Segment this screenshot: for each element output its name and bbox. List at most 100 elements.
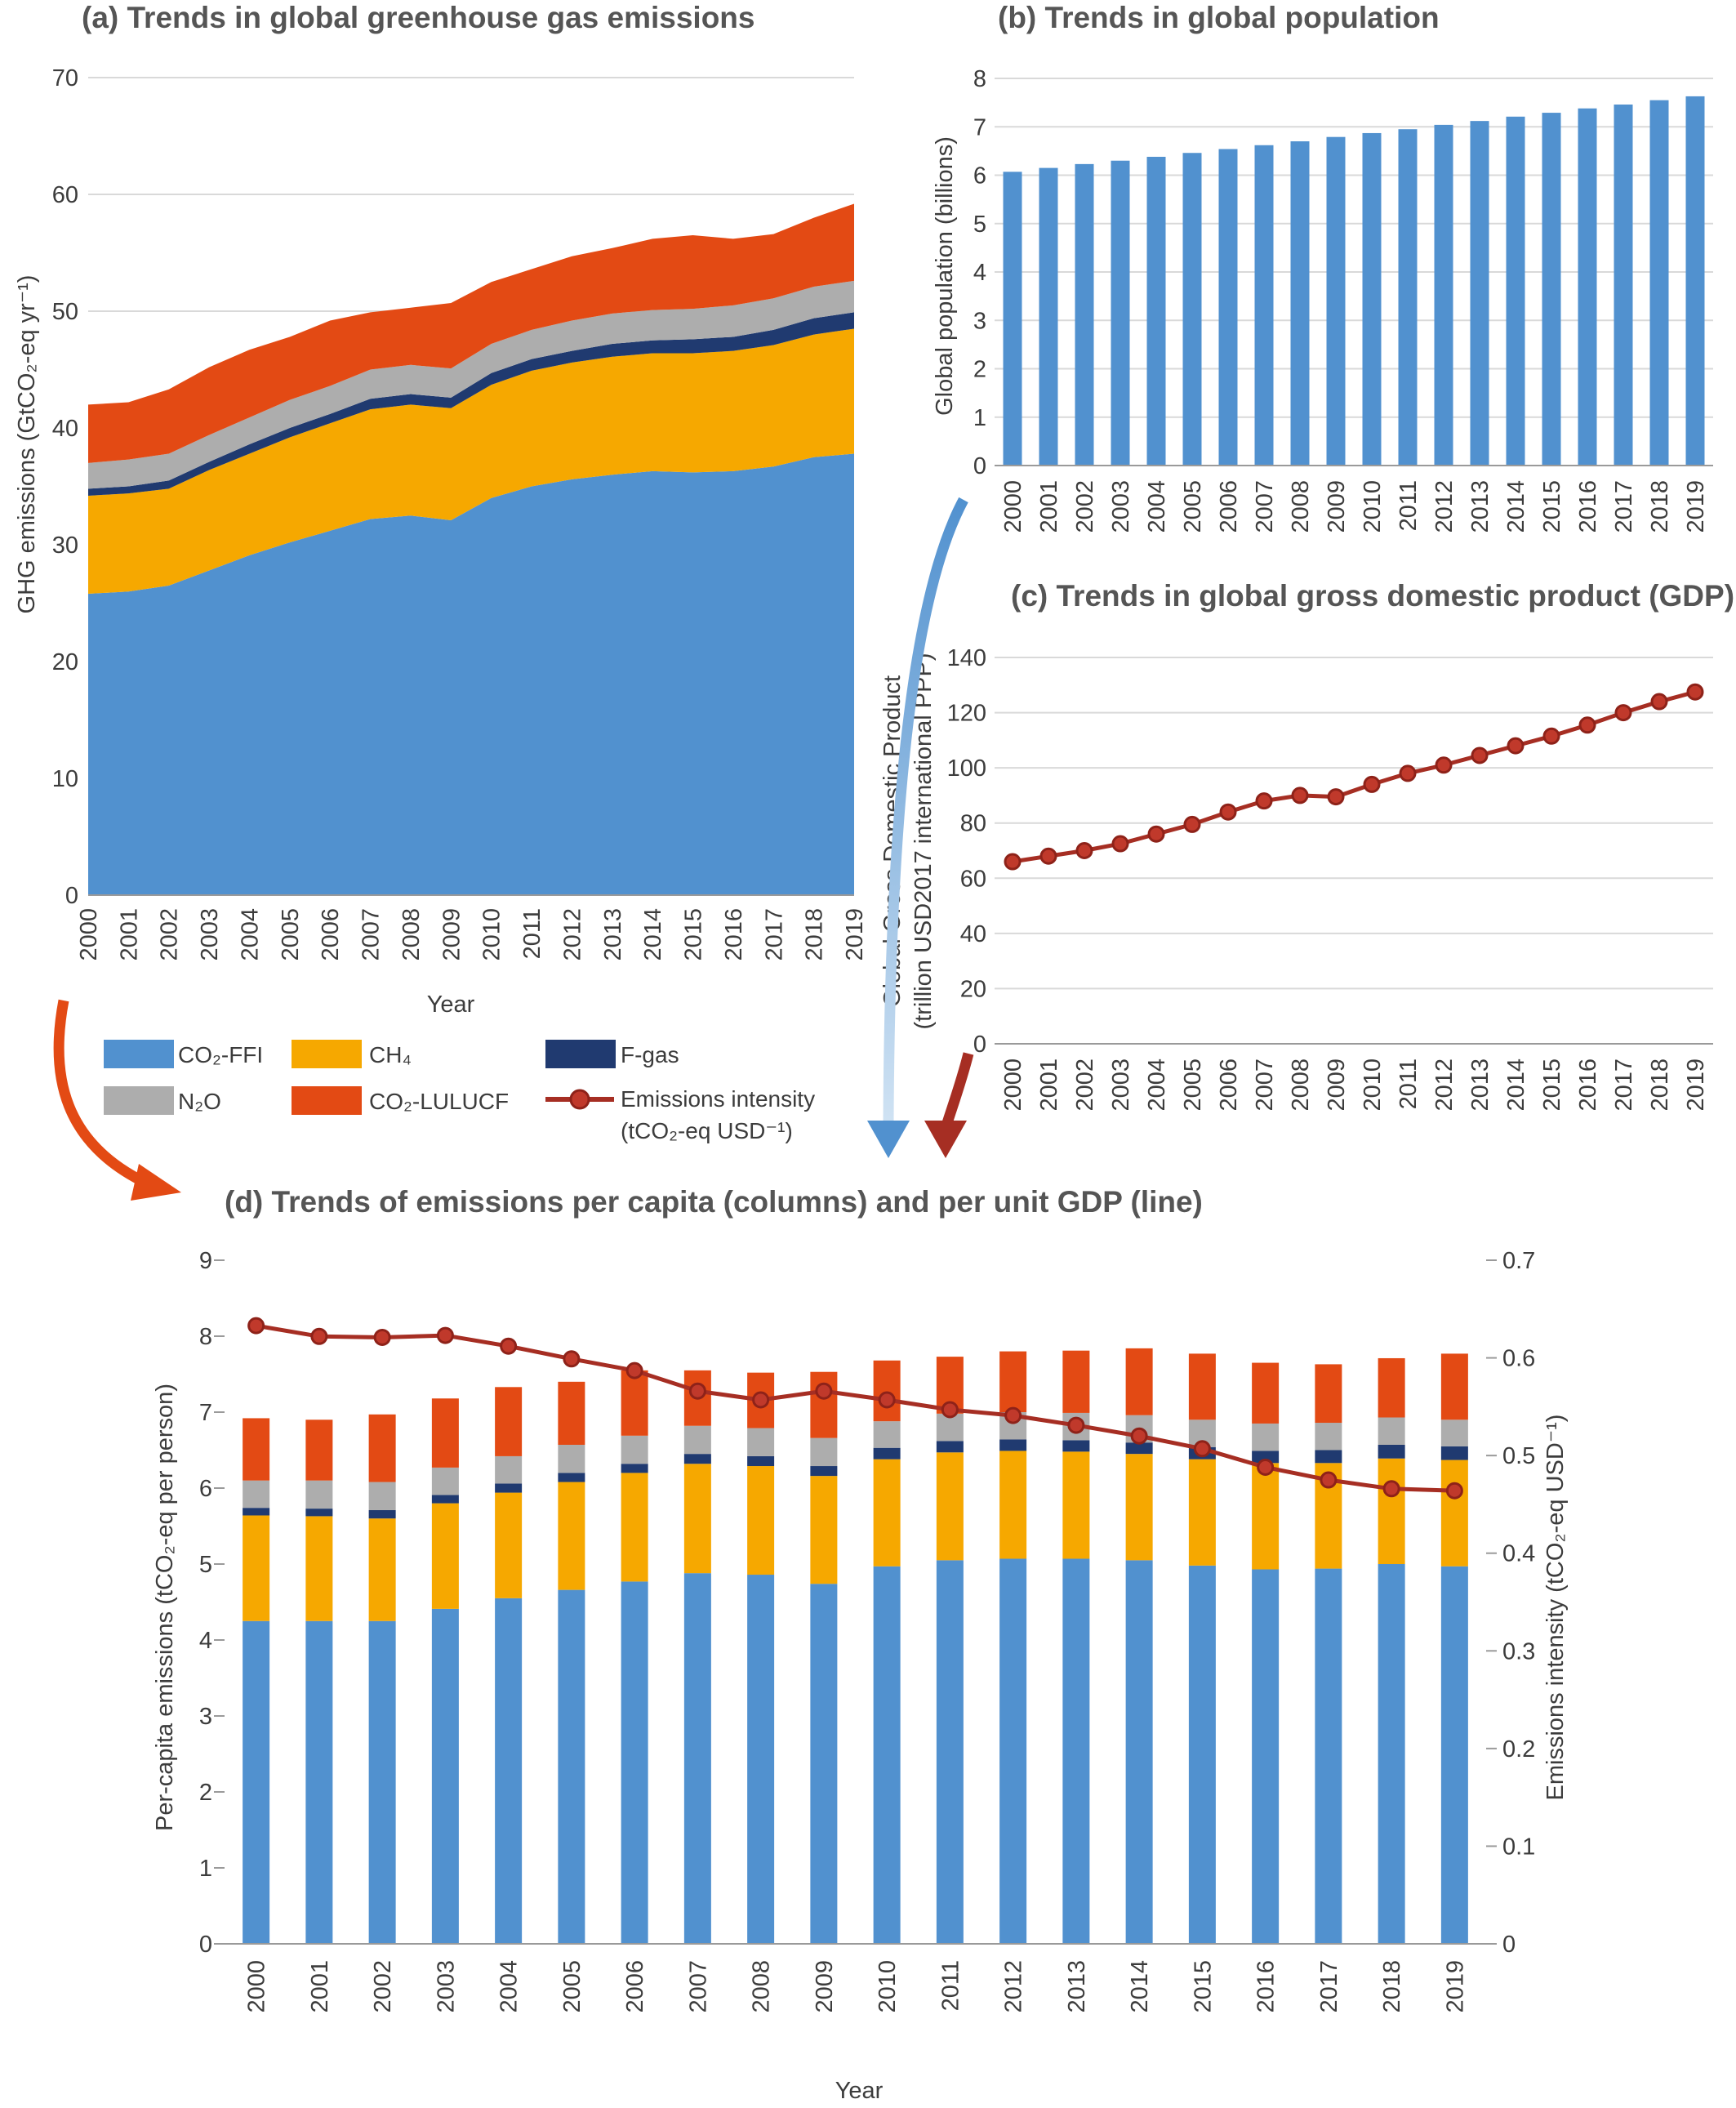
panel-d-bar-co2_ffi — [431, 1608, 459, 1944]
panel-c-xtick-label: 2012 — [1431, 1058, 1458, 1112]
panel-d-bar-co2_ffi — [747, 1575, 775, 1944]
panel-d-bar-ch4 — [431, 1503, 459, 1609]
legend-label-lulucf: CO₂-LULUCF — [369, 1089, 509, 1114]
panel-d-xtick-label: 2018 — [1379, 1960, 1405, 2013]
panel-b-xtick-label: 2018 — [1647, 480, 1673, 533]
panel-a-area-ch4 — [88, 328, 854, 595]
panel-d-bar-lulucf — [1315, 1364, 1342, 1424]
panel-b-ytick-label: 6 — [973, 163, 986, 189]
panel-c-ytick-label: 80 — [960, 811, 986, 837]
panel-d-bar-ch4 — [243, 1515, 270, 1621]
panel-d-bar-fgas — [683, 1454, 711, 1464]
panel-d-bar-co2_ffi — [810, 1584, 838, 1944]
panel-b-bar — [1254, 145, 1274, 466]
panel-c-line — [1012, 689, 1696, 864]
panel-b-bar — [1398, 129, 1418, 466]
panel-a-xtick-label: 2003 — [197, 908, 223, 961]
legend-swatch-fgas — [545, 1040, 616, 1068]
panel-d-bar-fgas — [431, 1495, 459, 1504]
panel-d-bar-n2o — [747, 1428, 775, 1456]
panel-c-xtick-label: 2009 — [1324, 1058, 1350, 1112]
panel-a-xtick-label: 2011 — [519, 908, 545, 959]
panel-d-bar-lulucf — [368, 1414, 396, 1482]
panel-d-bar-n2o — [621, 1435, 648, 1464]
panel-d-xtick-label: 2014 — [1127, 1960, 1153, 2013]
panel-c-point — [1075, 842, 1093, 859]
panel-b-xtick-label: 2016 — [1575, 480, 1601, 533]
panel-d-bar-n2o — [243, 1480, 270, 1509]
panel-d-ytick-label-right: 0.3 — [1502, 1638, 1535, 1665]
panel-d-ytick-label-right: 0.6 — [1502, 1346, 1535, 1372]
panel-d-bar-fgas — [999, 1439, 1027, 1451]
panel-d-ylabel-left: Per-capita emissions (tCO₂-eq per person… — [152, 1384, 178, 1831]
panel-a-ytick-label: 50 — [52, 299, 78, 325]
panel-b-bar — [1218, 149, 1238, 466]
panel-a-area-co2_ffi — [88, 453, 854, 895]
panel-c-chart: 0 20 40 60 80 100 120 140 2000 2001 2002 2003 2004 20… — [947, 645, 1713, 1112]
panel-d-ytick-label-left: 7 — [199, 1400, 212, 1426]
panel-c-point — [1650, 693, 1668, 711]
panel-c-point — [1578, 716, 1596, 734]
panel-d-ytick-label-right: 0.7 — [1502, 1248, 1535, 1274]
panel-d-bar-fgas — [368, 1509, 396, 1519]
panel-c-xtick-label: 2001 — [1036, 1058, 1062, 1112]
panel-d-intensity-point — [1320, 1471, 1338, 1489]
panel-a-xtick-label: 2015 — [681, 908, 707, 961]
panel-c-xtick-label: 2003 — [1108, 1058, 1134, 1112]
panel-d-xtick-label: 2007 — [685, 1960, 711, 2013]
panel-b-ytick-label: 0 — [973, 453, 986, 479]
panel-b-xtick-label: 2015 — [1539, 480, 1565, 533]
panel-d-bar-co2_ffi — [1440, 1566, 1468, 1944]
panel-d-xtick-label: 2009 — [812, 1960, 838, 2013]
panel-b-xtick-label: 2012 — [1431, 480, 1458, 533]
panel-c-point — [1507, 737, 1525, 755]
panel-d-bar-ch4 — [1188, 1459, 1216, 1566]
panel-d-bar-fgas — [1252, 1451, 1280, 1464]
arrow-c-to-d-head — [924, 1121, 967, 1158]
panel-d-ytick-label-right: 0 — [1502, 1932, 1516, 1958]
panel-d-bar-fgas — [558, 1473, 585, 1482]
panel-b-bar — [1685, 96, 1705, 466]
panel-d-bar-lulucf — [243, 1418, 270, 1481]
legend-label-co2-ffi: CO₂-FFI — [178, 1042, 263, 1067]
panel-b-xtick-label: 2007 — [1252, 480, 1278, 533]
panel-d-ytick-label-left: 1 — [199, 1856, 212, 1882]
panel-b-xtick-label: 2017 — [1611, 480, 1637, 533]
panel-d-bar-fgas — [936, 1441, 964, 1453]
panel-a-xtick-label: 2014 — [640, 908, 666, 961]
panel-c-point — [1363, 775, 1381, 793]
panel-d-bar-co2_ffi — [368, 1620, 396, 1944]
panel-d-bar-co2_ffi — [1062, 1558, 1090, 1944]
panel-b-title: (b) Trends in global population — [998, 1, 1440, 34]
panel-d-bar-n2o — [1252, 1423, 1280, 1451]
panel-d-bar-ch4 — [683, 1464, 711, 1574]
panel-c-point — [1327, 788, 1345, 806]
panel-d-bar-fgas — [810, 1466, 838, 1477]
panel-d-bar-n2o — [431, 1467, 459, 1495]
panel-b-xtick-label: 2002 — [1072, 480, 1098, 533]
legend-label-intensity: Emissions intensity — [621, 1086, 815, 1112]
panel-d-xtick-label: 2008 — [749, 1960, 775, 2013]
panel-c-title: (c) Trends in global gross domestic prod… — [1011, 579, 1734, 613]
panel-c-point — [1183, 815, 1201, 833]
panel-d-bar-n2o — [558, 1444, 585, 1473]
panel-d-ytick-label-left: 4 — [199, 1628, 212, 1654]
panel-a-xtick-label: 2010 — [479, 908, 505, 961]
panel-b-bar — [1506, 116, 1525, 466]
panel-d-bar-lulucf — [1062, 1350, 1090, 1413]
legend-label-intensity-units: (tCO₂-eq USD⁻¹) — [621, 1118, 793, 1143]
panel-d-bar-co2_ffi — [243, 1620, 270, 1944]
panel-d-bar-n2o — [1378, 1417, 1405, 1445]
panel-d-chart: 0 1 2 3 4 5 6 7 8 9 0 0.1 0.2 0.3 0.4 0.5 0.6 0.7 2000 2001… — [199, 1248, 1535, 2013]
panel-c-xtick-label: 2018 — [1647, 1058, 1673, 1112]
panel-c-point — [1039, 847, 1057, 865]
panel-c-ytick-label: 60 — [960, 866, 986, 892]
panel-d-bar-n2o — [305, 1480, 333, 1509]
panel-b-ytick-label: 1 — [973, 405, 986, 431]
panel-b-bar — [1542, 113, 1561, 466]
panel-a-ytick-label: 10 — [52, 766, 78, 792]
panel-a-xlabel: Year — [427, 992, 475, 1018]
panel-d-bar-co2_ffi — [1125, 1560, 1153, 1944]
panel-c-ytick-label: 140 — [947, 645, 986, 671]
panel-a-xtick-label: 2016 — [721, 908, 747, 961]
